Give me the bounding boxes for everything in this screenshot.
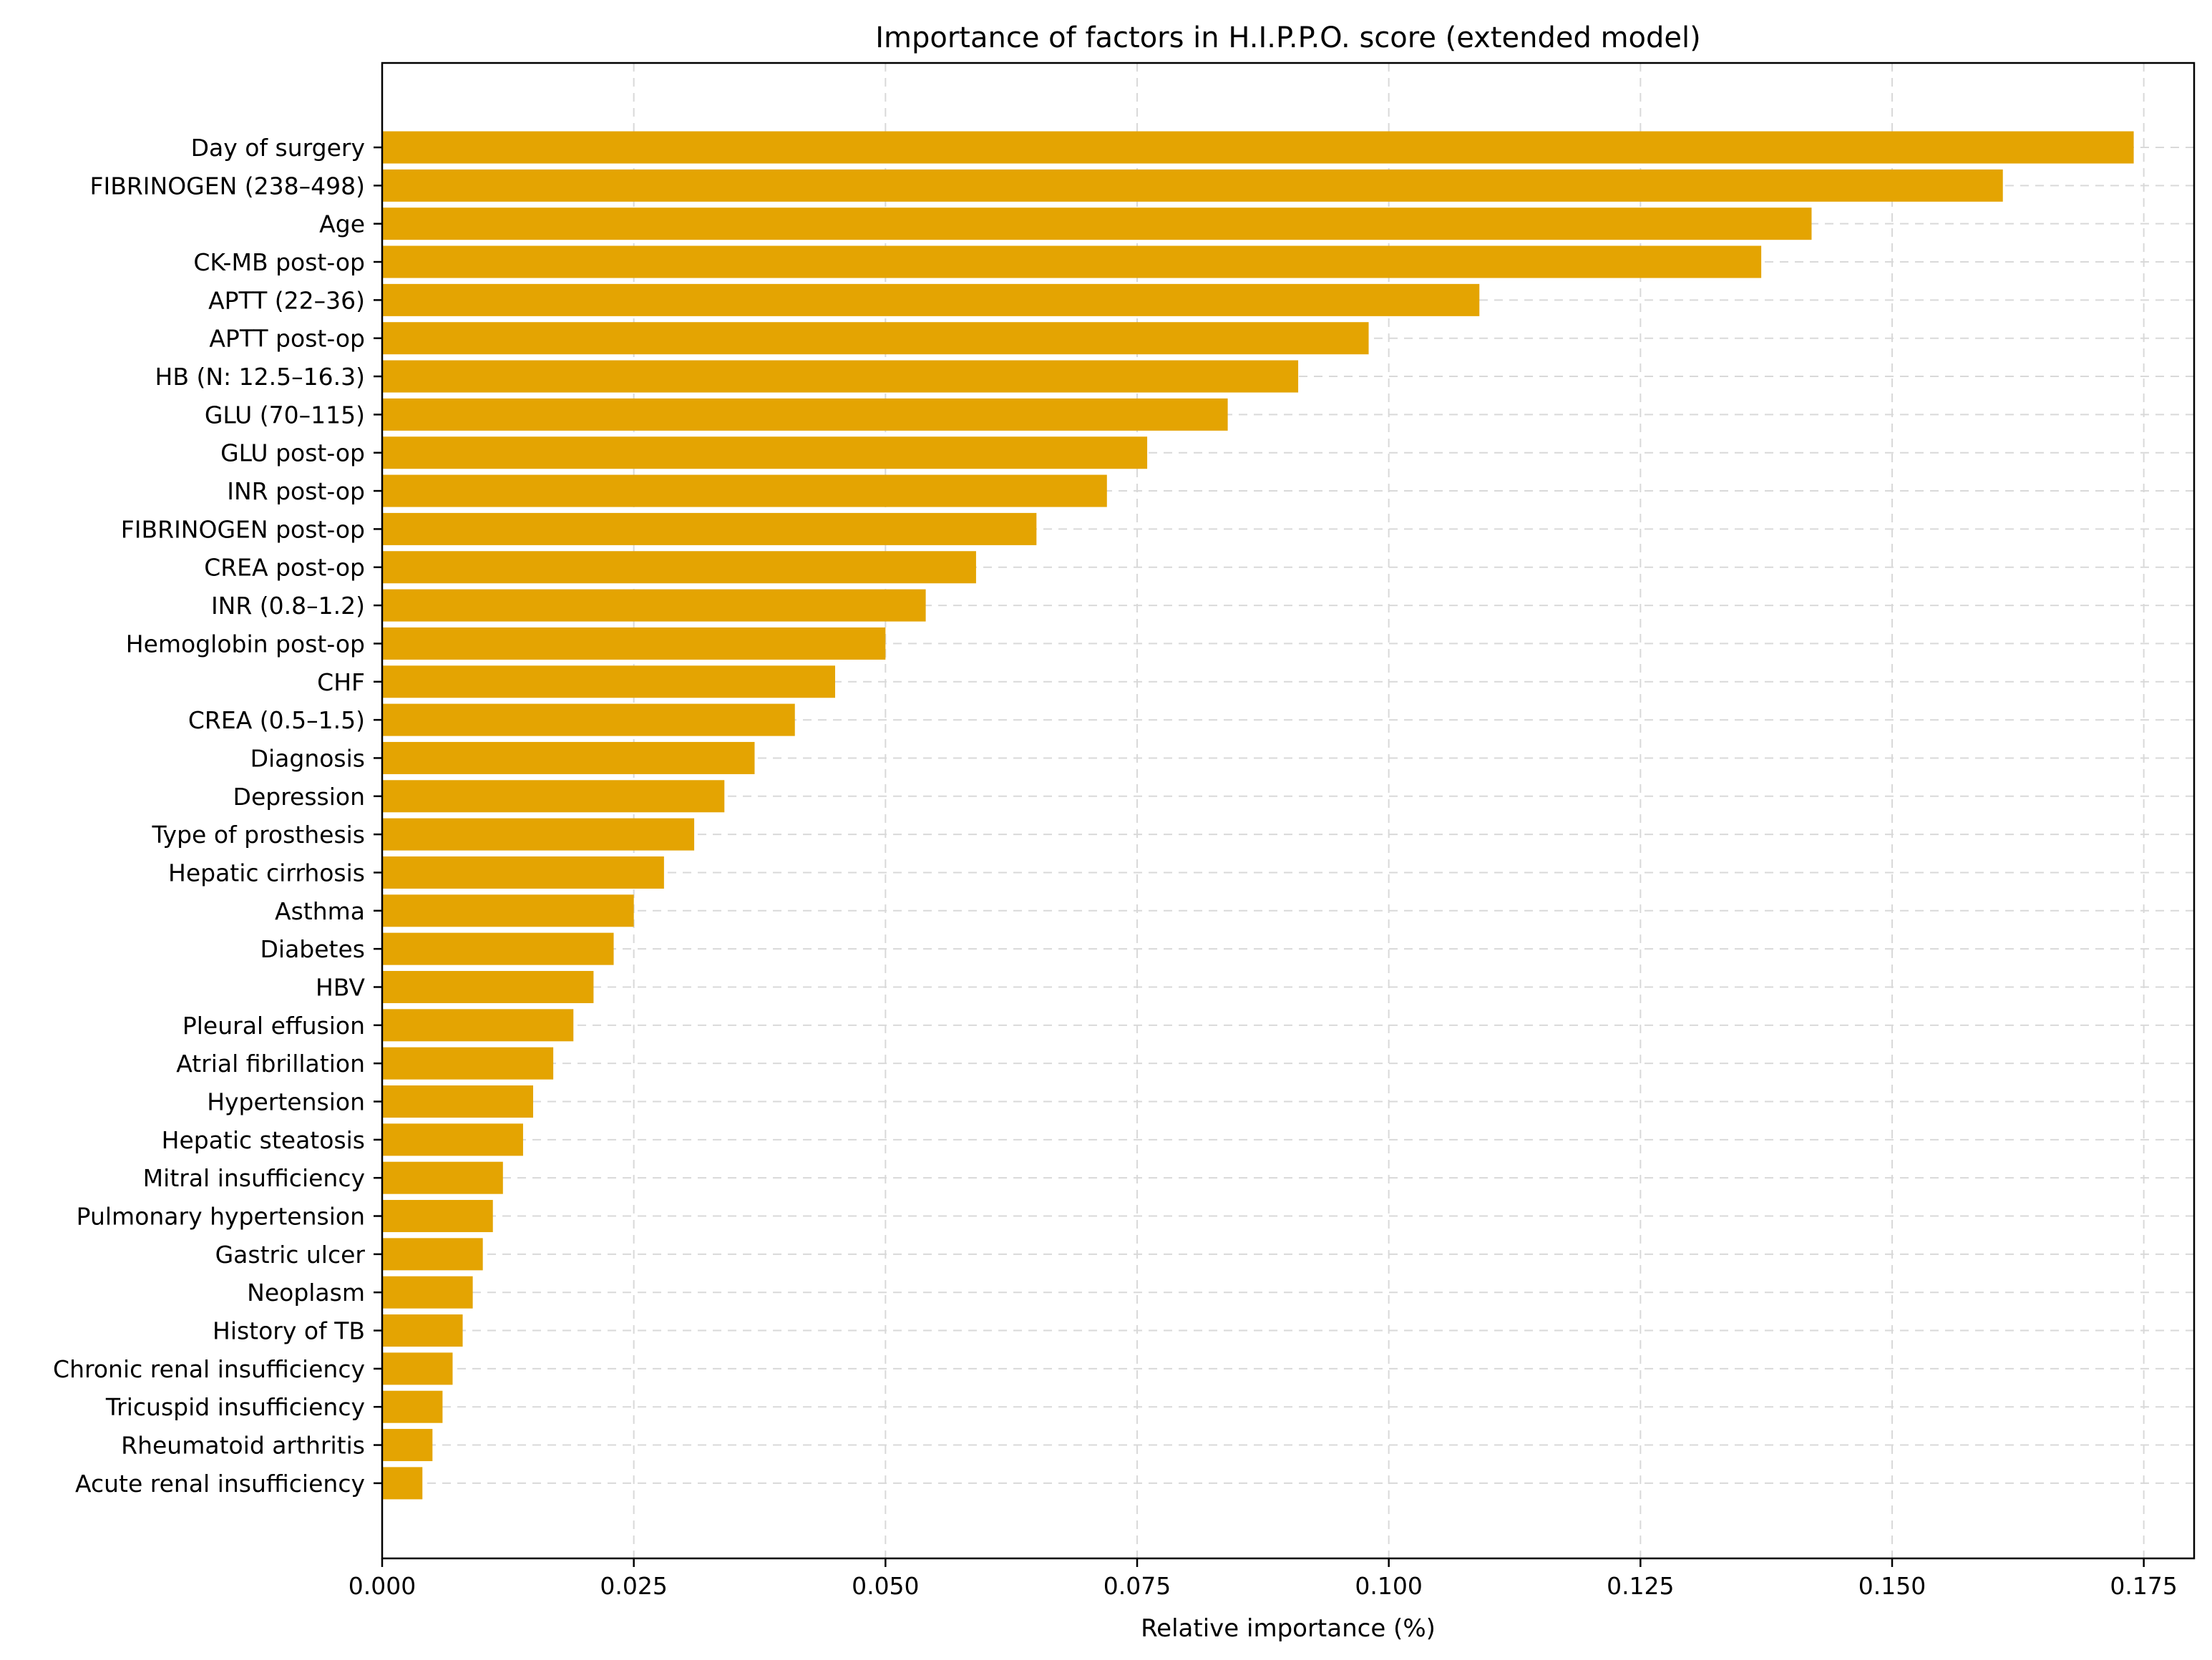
bar <box>382 741 755 774</box>
y-tick-label: APTT (22–36) <box>208 286 365 314</box>
bar <box>382 703 795 736</box>
y-tick-label: Hypertension <box>207 1088 365 1116</box>
bar <box>382 398 1228 431</box>
bar <box>382 932 614 965</box>
bar <box>382 245 1762 278</box>
bar <box>382 1314 463 1347</box>
bar <box>382 436 1148 469</box>
x-tick-label: 0.100 <box>1355 1572 1422 1600</box>
plot-frame <box>381 62 2196 1560</box>
x-axis-label: Relative importance (%) <box>1141 1614 1436 1643</box>
bar <box>382 474 1107 507</box>
bar <box>382 1238 483 1271</box>
x-tick-label: 0.000 <box>349 1572 416 1600</box>
y-tick-label: GLU post-op <box>220 439 365 467</box>
bar <box>382 1352 453 1385</box>
bars <box>382 131 2134 1500</box>
y-tick-label: Asthma <box>275 897 365 925</box>
bar <box>382 1467 423 1500</box>
y-tick-label: Hepatic steatosis <box>162 1126 365 1154</box>
chart-title: Importance of factors in H.I.P.P.O. scor… <box>875 21 1701 54</box>
bar <box>382 1009 574 1042</box>
bar <box>382 1047 554 1080</box>
y-tick-label: CHF <box>317 668 365 696</box>
y-tick-label: History of TB <box>213 1317 365 1345</box>
bar <box>382 665 835 698</box>
x-axis-ticks: 0.000 0.025 0.050 0.075 0.100 0.125 0.150 0.175 <box>349 1558 2178 1600</box>
bar <box>382 818 695 851</box>
bar <box>382 208 1812 240</box>
bar <box>382 360 1299 393</box>
bar <box>382 322 1369 355</box>
y-tick-label: Pleural effusion <box>182 1012 365 1040</box>
bar <box>382 970 594 1003</box>
y-tick-label: INR (0.8–1.2) <box>211 592 365 620</box>
y-tick-label: Mitral insufficiency <box>143 1164 365 1192</box>
bar <box>382 512 1037 545</box>
y-tick-label: CK-MB post-op <box>193 248 365 276</box>
y-tick-label: Age <box>319 210 365 238</box>
y-tick-label: Hepatic cirrhosis <box>168 859 365 887</box>
bar <box>382 1276 473 1309</box>
y-tick-label: CREA post-op <box>204 554 365 582</box>
y-tick-label: Chronic renal insufficiency <box>53 1355 365 1383</box>
bar <box>382 1123 523 1156</box>
bar <box>382 169 2003 202</box>
bar <box>382 1200 493 1233</box>
y-tick-label: Diabetes <box>260 935 366 963</box>
x-tick-label: 0.150 <box>1858 1572 1926 1600</box>
bar <box>382 283 1480 316</box>
bar <box>382 1390 443 1423</box>
y-tick-label: Tricuspid insufficiency <box>105 1393 365 1421</box>
y-tick-label: Type of prosthesis <box>152 821 365 849</box>
y-tick-label: Day of surgery <box>191 134 365 162</box>
bar <box>382 1085 533 1118</box>
bar <box>382 1161 503 1194</box>
y-tick-label: Pulmonary hypertension <box>77 1203 365 1231</box>
y-tick-label: INR post-op <box>227 477 365 505</box>
x-tick-label: 0.125 <box>1607 1572 1674 1600</box>
bar <box>382 894 634 927</box>
bar <box>382 627 886 660</box>
x-tick-label: 0.075 <box>1103 1572 1171 1600</box>
y-tick-label: CREA (0.5–1.5) <box>188 706 365 734</box>
y-tick-label: Atrial fibrillation <box>176 1050 365 1078</box>
y-tick-label: APTT post-op <box>209 325 365 353</box>
y-tick-label: FIBRINOGEN (238–498) <box>90 172 366 200</box>
y-tick-label: Diagnosis <box>250 744 365 772</box>
bar <box>382 551 976 584</box>
y-axis-ticks: Day of surgery FIBRINOGEN (238–498) Age CK-… <box>53 134 382 1498</box>
x-tick-label: 0.175 <box>2110 1572 2177 1600</box>
x-tick-label: 0.025 <box>600 1572 667 1600</box>
bar <box>382 1429 433 1462</box>
bar <box>382 589 926 622</box>
y-tick-label: Rheumatoid arthritis <box>121 1432 365 1460</box>
y-tick-label: FIBRINOGEN post-op <box>121 515 365 543</box>
y-tick-label: Acute renal insufficiency <box>75 1470 365 1498</box>
x-tick-label: 0.050 <box>852 1572 919 1600</box>
y-tick-label: Depression <box>233 783 365 811</box>
bar <box>382 131 2134 164</box>
y-tick-label: HBV <box>316 973 365 1001</box>
bar <box>382 780 725 813</box>
y-tick-label: Hemoglobin post-op <box>126 630 365 658</box>
y-tick-label: HB (N: 12.5–16.3) <box>155 363 365 391</box>
bar <box>382 856 664 889</box>
y-tick-label: GLU (70–115) <box>205 401 365 429</box>
y-tick-label: Gastric ulcer <box>215 1241 366 1269</box>
y-tick-label: Neoplasm <box>247 1279 365 1307</box>
